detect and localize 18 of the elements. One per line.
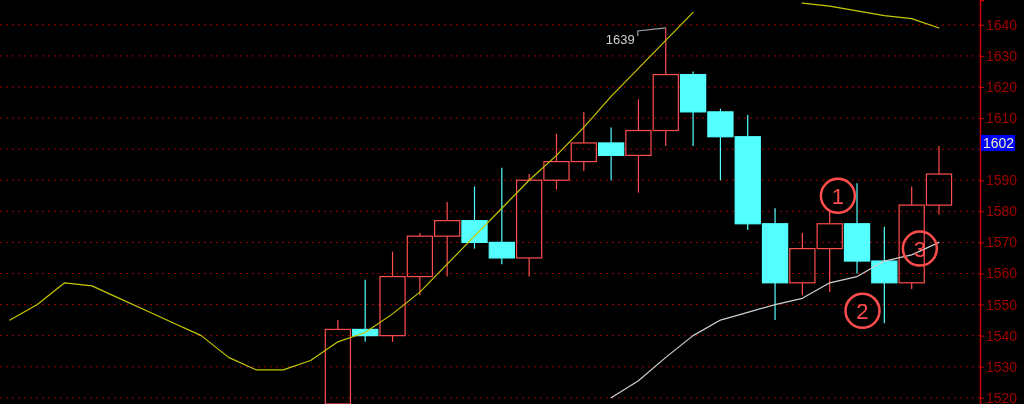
y-tick-label: 1560 — [986, 265, 1018, 282]
y-tick-label: 1520 — [986, 389, 1018, 404]
y-tick-label: 1630 — [986, 47, 1018, 64]
y-tick-label: 1530 — [986, 358, 1018, 375]
annotation: 1639 — [605, 31, 635, 47]
y-tick-label: 1550 — [986, 296, 1018, 313]
y-tick-label: 1590 — [986, 172, 1018, 189]
candlestick — [597, 126, 625, 181]
annotation: 1602 — [983, 134, 1015, 151]
annotation: 1 — [831, 183, 845, 209]
y-tick-label: 1570 — [986, 234, 1018, 251]
y-tick-label: 1640 — [986, 16, 1018, 33]
y-tick-label: 1620 — [986, 79, 1018, 95]
y-tick-label: 1580 — [986, 203, 1018, 220]
y-tick-label: 1610 — [986, 110, 1018, 127]
annotation: 2 — [856, 298, 869, 324]
candlestick — [324, 319, 352, 404]
y-tick-label: 1540 — [986, 327, 1018, 344]
